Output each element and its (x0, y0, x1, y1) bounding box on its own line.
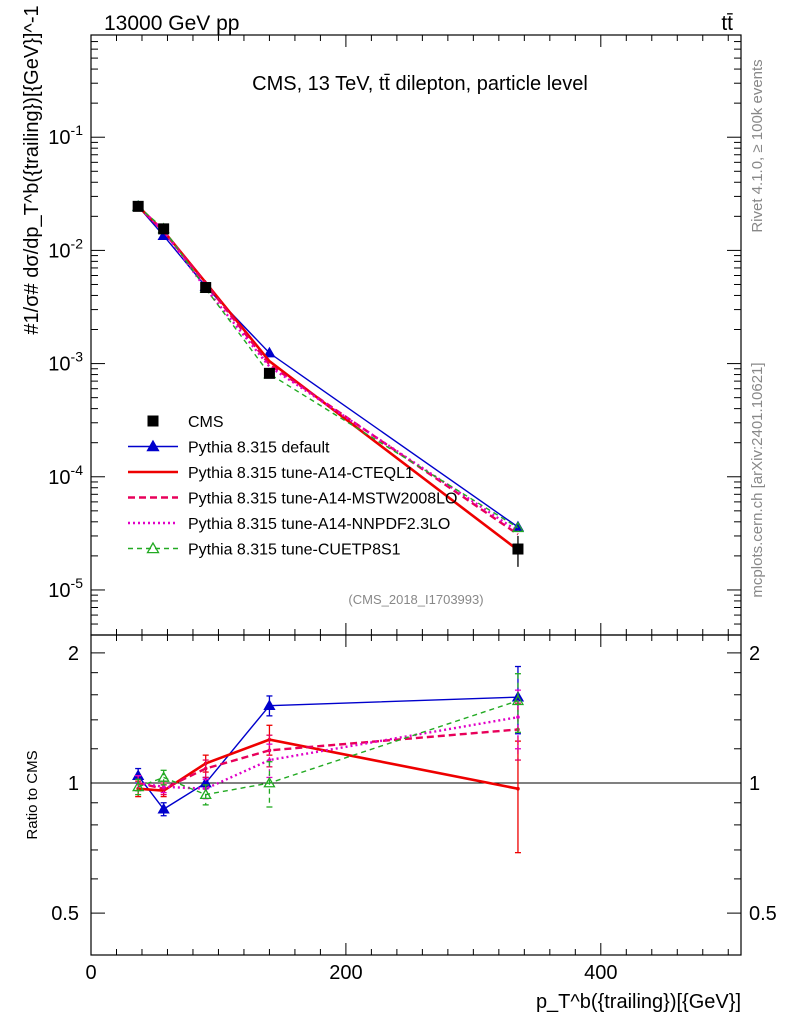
y-tick-label: 10-2 (48, 235, 83, 262)
cms-ratio-band (516, 734, 520, 850)
cms-data-point (200, 282, 212, 294)
legend-label-a14_nnpdf: Pythia 8.315 tune-A14-NNPDF2.3LO (188, 516, 450, 533)
cms-data-point (132, 200, 144, 212)
series-line-cuetp8s1 (137, 205, 519, 529)
ratio-y-tick-label-right: 2 (749, 643, 760, 665)
ratio-y-axis-label: Ratio to CMS (24, 750, 41, 839)
marker-cuetp8s1 (511, 521, 525, 533)
legend-label-cms: CMS (188, 414, 224, 431)
y-axis-label: #1/σ# dσ/dp_T^b({trailing})[{GeV}]^-1 (21, 5, 43, 334)
x-axis-label: p_T^b({trailing})[{GeV}] (536, 991, 741, 1013)
ratio-marker-cuetp8s1 (511, 694, 525, 706)
ratio-point-a14_nnpdf (516, 715, 520, 719)
cms-ratio-band (136, 774, 140, 793)
legend-label-cuetp8s1: Pythia 8.315 tune-CUETP8S1 (188, 542, 401, 559)
chart-title: CMS, 13 TeV, tt̄ dilepton, particle leve… (252, 73, 588, 95)
legend-label-a14_mstw: Pythia 8.315 tune-A14-MSTW2008LO (188, 491, 457, 508)
mcplots-label: mcplots.cern.ch [arXiv:2401.10621] (749, 362, 766, 597)
marker-default (263, 346, 276, 358)
ratio-line-default (137, 696, 518, 811)
cms-ratio-band (162, 774, 166, 793)
legend-marker-cuetp8s1 (146, 541, 160, 554)
x-tick-label: 0 (85, 962, 96, 984)
ratio-marker-cuetp8s1 (157, 771, 170, 782)
ratio-marker-cuetp8s1 (132, 780, 145, 792)
cms-data-point (263, 367, 275, 379)
x-tick-label: 200 (329, 962, 362, 984)
ratio-panel-frame (90, 634, 742, 956)
legend-marker-default (146, 439, 160, 452)
ratio-point-a14_nnpdf (267, 758, 272, 762)
cms-data-point (512, 543, 524, 555)
ratio-y-tick-label: 0.5 (51, 903, 79, 925)
ratio-y-tick-label-right: 1 (749, 773, 760, 795)
ratio-line-a14_mstw (137, 728, 519, 790)
legend-label-default: Pythia 8.315 default (188, 440, 330, 457)
ratio-marker-default (157, 802, 170, 814)
series-line-a14_nnpdf (137, 205, 519, 533)
y-tick-label: 10-3 (48, 349, 83, 376)
energy-label: 13000 GeV pp (104, 12, 239, 35)
cms-ratio-band (204, 770, 208, 796)
process-label: tt̄ (721, 12, 733, 35)
series-line-a14_mstw (137, 205, 519, 536)
analysis-watermark: (CMS_2018_I1703993) (348, 592, 483, 607)
ratio-marker-default (263, 699, 276, 711)
cms-data-point (158, 223, 170, 235)
ratio-point-a14_mstw (203, 766, 208, 771)
ratio-marker-cuetp8s1 (199, 788, 212, 800)
x-tick-label: 400 (584, 962, 617, 984)
ratio-y-tick-label: 2 (68, 643, 79, 665)
ratio-point-a14_nnpdf (161, 784, 166, 789)
ratio-y-tick-label: 1 (68, 773, 79, 795)
y-tick-label: 10-1 (48, 122, 83, 149)
cms-ratio-band (267, 767, 271, 801)
y-tick-label: 10-5 (48, 575, 83, 602)
legend-label-a14_cteql1: Pythia 8.315 tune-A14-CTEQL1 (188, 465, 414, 482)
ratio-line-cuetp8s1 (137, 700, 519, 796)
ratio-y-tick-label-right: 0.5 (749, 903, 777, 925)
ratio-marker-cuetp8s1 (263, 776, 276, 788)
legend-marker-cms (147, 415, 159, 427)
y-tick-label: 10-4 (48, 462, 83, 489)
rivet-version-label: Rivet 4.1.0, ≥ 100k events (749, 59, 766, 232)
ratio-point-a14_cteql1 (516, 786, 520, 791)
ratio-line-a14_nnpdf (137, 715, 519, 790)
